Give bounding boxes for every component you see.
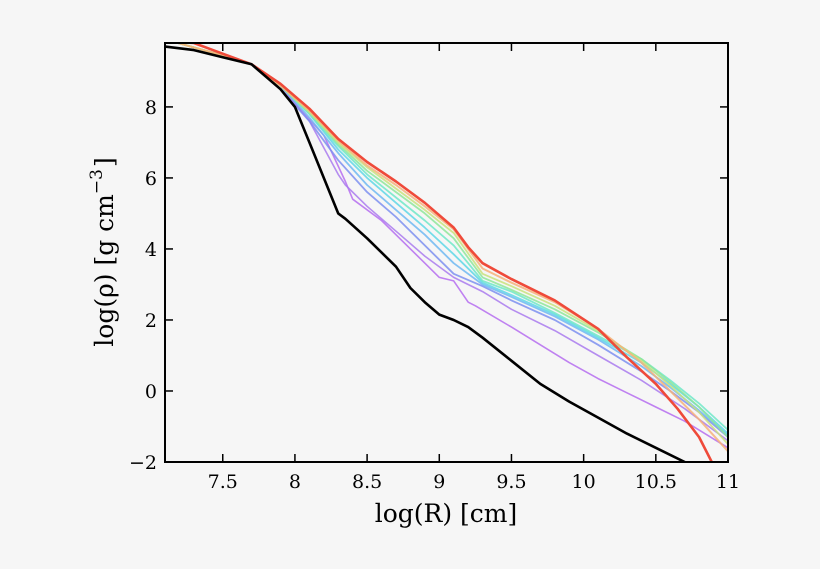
y-axis-label: log(ρ) [g cm−3] (87, 157, 119, 346)
series-line-black (165, 45, 688, 462)
x-tick-label: 9.5 (496, 471, 526, 493)
y-tick-label: 8 (145, 97, 157, 119)
y-tick-label: 6 (145, 168, 157, 190)
x-tick-label: 7.5 (208, 471, 238, 493)
x-tick-label: 11 (716, 471, 740, 493)
plot-background (165, 43, 728, 462)
series-line-red (172, 43, 714, 462)
x-axis-label: log(R) [cm] (375, 499, 518, 528)
y-tick-label: 2 (145, 310, 157, 332)
y-axis-label-bracket: ] (90, 157, 119, 167)
series-layer (165, 43, 728, 462)
x-tick-label: 8.5 (352, 471, 382, 493)
y-tick-label: 4 (145, 239, 157, 261)
plot-frame (164, 42, 729, 463)
y-axis-label-main: log(ρ) [g cm (90, 194, 119, 347)
x-tick-label: 9 (433, 471, 445, 493)
tick-layer: 7.5 8 8.5 9 9.5 10 10.5 11 −2 0 2 4 6 8 (129, 43, 740, 493)
y-tick-label: −2 (129, 452, 157, 474)
x-tick-label: 10.5 (635, 471, 677, 493)
x-tick-label: 8 (289, 471, 301, 493)
y-tick-label: 0 (145, 381, 157, 403)
y-axis-label-exponent: −3 (87, 169, 107, 194)
x-tick-label: 10 (572, 471, 596, 493)
